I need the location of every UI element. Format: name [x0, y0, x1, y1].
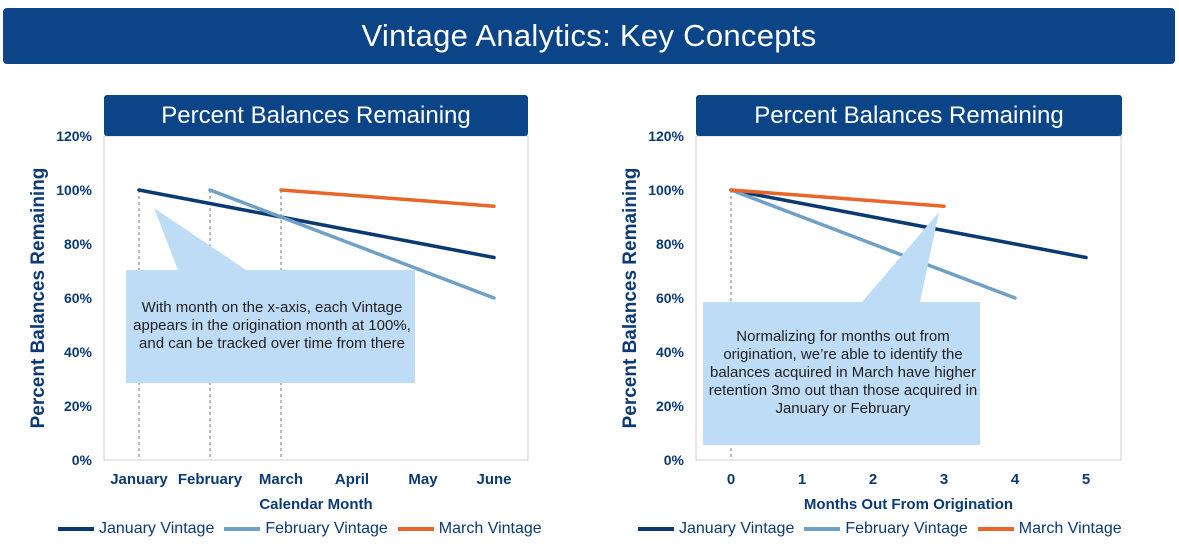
y-axis-label: Percent Balances Remaining: [620, 168, 641, 429]
x-tick-label: February: [178, 471, 243, 488]
legend-label: February Vintage: [265, 520, 388, 537]
legend-swatch: [638, 527, 674, 531]
legend-item-march: March Vintage: [397, 520, 542, 538]
legend-label: March Vintage: [1018, 520, 1122, 537]
y-tick-label: 80%: [656, 236, 685, 252]
legend-label: February Vintage: [845, 520, 968, 537]
legend-swatch: [58, 527, 94, 531]
series-line-february: [729, 188, 1017, 300]
series-line-january: [137, 188, 496, 260]
legend-swatch: [224, 527, 261, 531]
legend-item-february: February Vintage: [224, 520, 388, 538]
legend-swatch: [977, 527, 1014, 531]
legend-label: January Vintage: [99, 520, 215, 537]
chart-panel-calendar: 0% 20% 40% 60% 80% 100% 120% January February Mar…: [28, 95, 542, 538]
chart-title: Percent Balances Remaining: [104, 95, 528, 136]
x-tick-label: April: [335, 471, 369, 488]
chart-calendar-month: 0% 20% 40% 60% 80% 100% 120% January February Mar…: [28, 128, 529, 513]
y-tick-label: 100%: [648, 182, 684, 198]
x-tick-label: 2: [869, 471, 877, 488]
x-axis-label: Calendar Month: [259, 496, 372, 513]
legend: January Vintage February Vintage March V…: [638, 520, 1122, 538]
y-tick-label: 40%: [656, 344, 685, 360]
legend-swatch: [397, 527, 434, 531]
y-tick-label: 0%: [664, 452, 685, 468]
chart-panel-months-out: 0% 20% 40% 60% 80% 100% 120% 0 1 2 3 4 5 Months Out F…: [590, 0, 1179, 555]
y-tick-label: 40%: [64, 344, 93, 360]
callout-text: Normalizing for months out from originat…: [708, 328, 978, 417]
x-tick-label: 0: [727, 471, 735, 488]
y-tick-label: 100%: [56, 182, 92, 198]
legend-item-january: January Vintage: [638, 520, 794, 538]
x-tick-label: March: [259, 471, 303, 488]
legend: January Vintage February Vintage March V…: [58, 520, 542, 538]
y-tick-label: 120%: [648, 128, 684, 144]
x-axis-label: Months Out From Origination: [804, 496, 1013, 513]
callout-text: With month on the x-axis, each Vintage a…: [133, 299, 411, 352]
y-tick-label: 120%: [56, 128, 92, 144]
x-tick-label: 3: [940, 471, 948, 488]
x-tick-label: January: [110, 471, 168, 488]
legend-label: January Vintage: [679, 520, 795, 537]
legend-item-january: January Vintage: [58, 520, 214, 538]
page-title: Vintage Analytics: Key Concepts: [3, 8, 1175, 64]
x-tick-label: 5: [1082, 471, 1090, 488]
series-line-march: [729, 188, 946, 208]
plot-area: [103, 135, 529, 461]
x-tick-label: 4: [1011, 471, 1020, 488]
series-line-march: [279, 188, 496, 208]
y-tick-label: 60%: [64, 290, 93, 306]
x-tick-label: June: [476, 471, 511, 488]
series-line-february: [208, 188, 496, 300]
y-axis-label: Percent Balances Remaining: [28, 168, 49, 429]
plot-area: [695, 135, 1122, 461]
callout-bubble: [703, 212, 980, 445]
series-line-january: [729, 188, 1088, 260]
legend-label: March Vintage: [438, 520, 542, 537]
legend-item-march: March Vintage: [977, 520, 1122, 538]
chart-months-out: 0% 20% 40% 60% 80% 100% 120% 0 1 2 3 4 5 Months Out F…: [620, 128, 1122, 513]
y-tick-label: 80%: [64, 236, 93, 252]
legend-swatch: [804, 527, 841, 531]
x-tick-label: 1: [798, 471, 806, 488]
chart-title: Percent Balances Remaining: [696, 95, 1122, 136]
legend-item-february: February Vintage: [804, 520, 968, 538]
y-tick-label: 60%: [656, 290, 685, 306]
x-tick-label: May: [408, 471, 438, 488]
y-tick-label: 0%: [72, 452, 93, 468]
y-tick-label: 20%: [64, 398, 93, 414]
callout-bubble: [126, 208, 415, 383]
y-tick-label: 20%: [656, 398, 685, 414]
